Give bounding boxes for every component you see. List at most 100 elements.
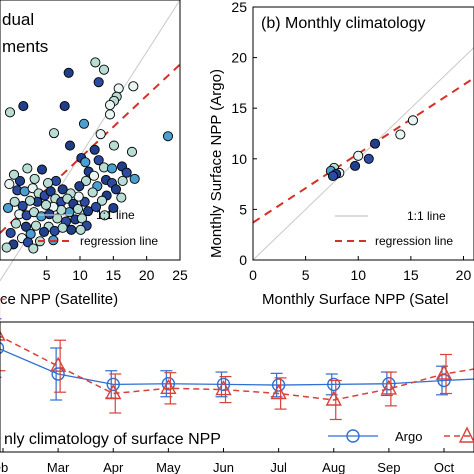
- panel-b-y-tick-label: 10: [231, 151, 247, 167]
- satellite-point: [160, 378, 177, 394]
- panel-b-x-tick-label: 5: [302, 267, 310, 283]
- panel-a-point: [82, 206, 94, 217]
- panel-c-frame: [0, 321, 474, 453]
- argo-point: [327, 377, 341, 392]
- panel-a-point: [20, 221, 32, 232]
- panel-a-x-tick-label: 20: [139, 267, 155, 283]
- panel-a-point: [76, 213, 88, 224]
- panel-b-y-ticks: 0 5 10 15 20 25: [231, 0, 257, 268]
- argo-point: [161, 377, 176, 391]
- argo-point: [271, 378, 286, 392]
- panel-a-point: [42, 177, 54, 189]
- panel-b-y-tick-label: 5: [239, 201, 247, 217]
- panel-a-point: [80, 175, 92, 187]
- legend-b-one-to-one-label: 1:1 line: [407, 209, 446, 223]
- satellite-point: [215, 380, 232, 396]
- panel-a-point: [117, 175, 128, 187]
- panel-a-point: [129, 173, 140, 184]
- panel-c-x-tick-label: Jul: [270, 460, 287, 474]
- panel-a-point: [90, 57, 101, 68]
- panel-a-point: [104, 99, 116, 111]
- panel-a-frame: [0, 0, 181, 261]
- panel-b-y-tick-label: 15: [231, 100, 247, 116]
- panel-b-point: [350, 160, 361, 171]
- panel-a-point: [10, 218, 22, 229]
- panel-b-x-ticks: 0 5 10 15 20: [249, 256, 471, 283]
- panel-b-title: (b) Monthly climatology: [261, 15, 426, 32]
- panel-a-point: [89, 144, 100, 155]
- panel-a-point: [128, 81, 139, 92]
- panel-a-point: [93, 155, 104, 166]
- panel-b-y-tick-label: 0: [239, 252, 247, 268]
- panel-a-point: [14, 175, 26, 187]
- panel-a-point: [106, 163, 118, 174]
- panel-a-point: [99, 210, 110, 221]
- panel-a-title-line2: ments: [2, 37, 48, 56]
- argo-point: [216, 377, 231, 392]
- legend-c-satellite-marker: [458, 426, 474, 443]
- panel-a-point: [57, 222, 68, 233]
- satellite-point: [270, 384, 287, 400]
- panel-c-x-tick-label: Sep: [377, 460, 400, 474]
- panel-b-x-tick-label: 10: [350, 267, 366, 283]
- panel-a-point: [30, 220, 42, 231]
- satellite-point: [435, 364, 453, 380]
- panel-c-x-tick-label: Apr: [103, 460, 124, 474]
- panel-a-point: [88, 170, 100, 181]
- panel-a-point: [44, 209, 55, 220]
- panel-a-point: [96, 195, 108, 206]
- panel-a-point: [1, 242, 12, 253]
- panel-b-x-tick-label: 15: [403, 267, 419, 283]
- legend-c-argo-marker: [346, 429, 360, 443]
- panel-b-point: [327, 170, 339, 182]
- panel-b-x-tick-label: 20: [456, 267, 472, 283]
- panel-monthly-climatology-line: ebMarAprMayJunJulAugSepOctNo nly climato…: [0, 298, 474, 474]
- panel-a-x-tick-label: 5: [43, 267, 51, 283]
- legend-a-regression-label: regression line: [80, 234, 158, 248]
- panel-c-legend: Argo: [328, 426, 474, 444]
- legend-c-argo-label: Argo: [395, 429, 422, 444]
- panel-b-plot-area: [252, 47, 474, 261]
- panel-a-point: [52, 213, 63, 224]
- panel-b-point: [395, 129, 406, 140]
- panel-a-x-ticks: 5 10 15 20 25: [43, 256, 188, 283]
- panel-b-one-to-one-line: [252, 47, 474, 261]
- panel-a-point: [4, 179, 15, 190]
- panel-a-point: [5, 227, 16, 239]
- satellite-point: [105, 384, 122, 400]
- panel-c-x-tick-label: Aug: [322, 460, 345, 474]
- panel-a-point: [108, 140, 120, 151]
- panel-a-point: [95, 129, 106, 140]
- panel-a-point: [40, 199, 52, 210]
- panel-b-legend: 1:1 line regression line: [335, 209, 453, 248]
- legend-b-regression-label: regression line: [375, 234, 453, 248]
- panel-a-point: [113, 83, 124, 94]
- panel-a-point: [9, 196, 20, 207]
- panel-a-point: [8, 169, 20, 180]
- panel-a-point: [75, 224, 86, 235]
- panel-a-point: [38, 226, 50, 237]
- satellite-point: [49, 356, 67, 372]
- panel-a-point: [110, 184, 122, 195]
- panel-b-x-axis-label: Monthly Surface NPP (Satel: [262, 291, 448, 308]
- panel-a-point: [126, 146, 138, 157]
- panel-a-point: [108, 202, 119, 214]
- panel-a-title-line1: dual: [2, 10, 34, 29]
- panel-a-point: [36, 164, 48, 175]
- panel-c-title: nly climatology of surface NPP: [4, 431, 221, 448]
- panel-b-y-axis-label: Monthly Surface NPP (Argo): [208, 69, 225, 258]
- panel-individual: 5 10 15 20 25 dual ments 1:1 line regression…: [0, 0, 188, 308]
- panel-b-regression-line: [252, 77, 474, 224]
- panel-a-point: [72, 203, 84, 215]
- panel-c-x-tick-label: eb: [0, 460, 8, 474]
- panel-a-x-axis-label: ce NPP (Satellite): [0, 291, 118, 308]
- satellite-point: [0, 330, 6, 341]
- panel-b-y-tick-label: 25: [231, 0, 247, 15]
- panel-a-point: [48, 128, 60, 139]
- panel-a-x-tick-label: 25: [172, 267, 188, 283]
- panel-a-point: [45, 186, 56, 197]
- panel-a-point: [66, 224, 77, 235]
- panel-a-point: [29, 173, 40, 184]
- panel-b-y-tick-label: 20: [231, 50, 247, 66]
- panel-a-point: [24, 195, 36, 206]
